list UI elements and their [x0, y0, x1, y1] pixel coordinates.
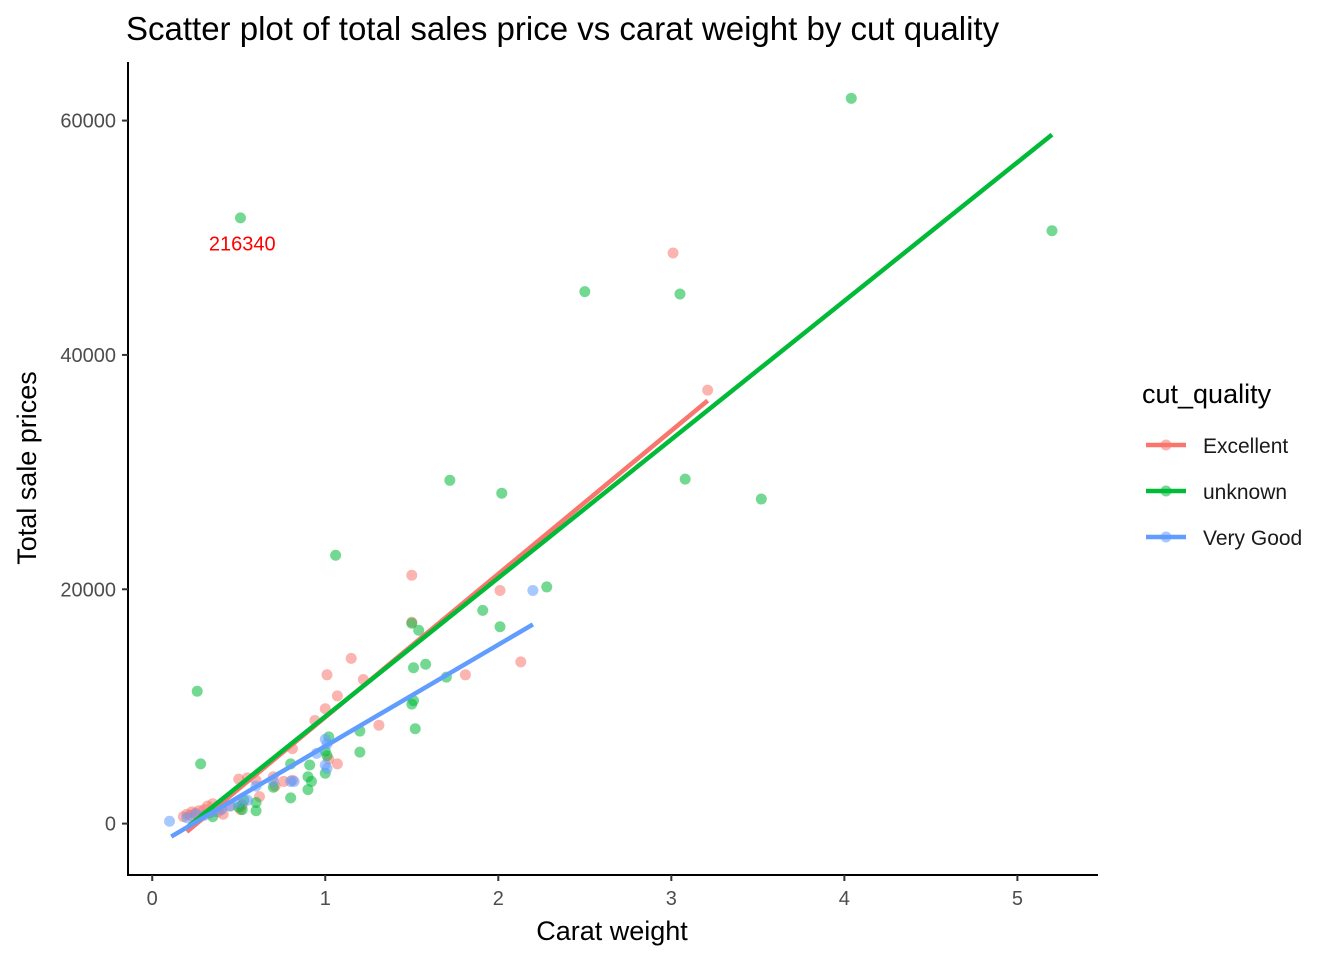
data-point [413, 624, 425, 636]
data-point [250, 805, 262, 817]
data-point [755, 493, 767, 505]
data-point [515, 656, 527, 668]
legend: cut_quality Excellent unknown Very Good [1142, 379, 1302, 550]
data-point [305, 775, 317, 787]
data-point [191, 685, 203, 697]
y-axis-title: Total sale prices [12, 371, 42, 565]
legend-item: Very Good [1146, 527, 1302, 550]
data-point [195, 758, 207, 770]
data-point [579, 286, 591, 298]
data-point [373, 719, 385, 731]
data-point [321, 750, 333, 762]
data-point [331, 690, 343, 702]
data-point [702, 384, 714, 396]
data-point [674, 288, 686, 300]
data-point [845, 92, 857, 104]
data-point [321, 669, 333, 681]
y-tick-label: 40000 [60, 345, 116, 367]
trend-layer [170, 132, 1054, 839]
x-tick-label: 5 [1012, 888, 1023, 910]
data-point [409, 723, 421, 735]
data-point [241, 794, 253, 806]
data-point [494, 621, 506, 633]
data-point [288, 775, 300, 787]
trend-line [187, 132, 1054, 828]
data-point [496, 487, 508, 499]
legend-key-point [1160, 439, 1172, 451]
y-tick-label: 0 [105, 814, 116, 836]
data-point [354, 746, 366, 758]
legend-title: cut_quality [1142, 379, 1272, 409]
data-point [234, 212, 246, 224]
legend-label: Excellent [1203, 435, 1288, 458]
chart-title: Scatter plot of total sales price vs car… [126, 10, 1000, 47]
x-axis-ticks: 0 1 2 3 4 5 [147, 875, 1023, 910]
data-point [679, 473, 691, 485]
data-point [459, 669, 471, 681]
legend-item: unknown [1146, 481, 1287, 504]
data-point [321, 763, 333, 775]
data-point [527, 584, 539, 596]
data-point [494, 584, 506, 596]
data-point [406, 617, 418, 629]
data-point [164, 815, 176, 827]
data-point [408, 662, 420, 674]
points-layer [164, 92, 1058, 827]
data-point [541, 581, 553, 593]
data-point [1046, 225, 1058, 237]
x-tick-label: 2 [493, 888, 504, 910]
y-axis-ticks: 0 20000 40000 60000 [60, 111, 128, 836]
data-point [477, 604, 489, 616]
x-tick-label: 3 [666, 888, 677, 910]
data-point [667, 247, 679, 259]
legend-label: Very Good [1203, 527, 1302, 550]
plot-area: 0 20000 40000 60000 0 1 2 3 4 5 216340 [60, 62, 1098, 910]
data-point [345, 652, 357, 664]
data-point [406, 569, 418, 581]
legend-key-point [1160, 531, 1172, 543]
data-point [331, 758, 343, 770]
x-tick-label: 1 [320, 888, 331, 910]
data-point [420, 658, 432, 670]
y-tick-label: 60000 [60, 111, 116, 133]
data-point [304, 759, 316, 771]
x-tick-label: 4 [839, 888, 850, 910]
data-point [250, 797, 262, 809]
x-tick-label: 0 [147, 888, 158, 910]
annotation-label: 216340 [209, 234, 276, 256]
data-point [285, 792, 297, 804]
trend-line [170, 622, 535, 839]
x-axis-title: Carat weight [536, 916, 688, 946]
y-tick-label: 20000 [60, 579, 116, 601]
legend-item: Excellent [1146, 435, 1288, 458]
data-point [444, 474, 456, 486]
data-point [181, 812, 193, 824]
data-point [330, 549, 342, 561]
legend-key-point [1160, 485, 1172, 497]
legend-label: unknown [1203, 481, 1287, 504]
